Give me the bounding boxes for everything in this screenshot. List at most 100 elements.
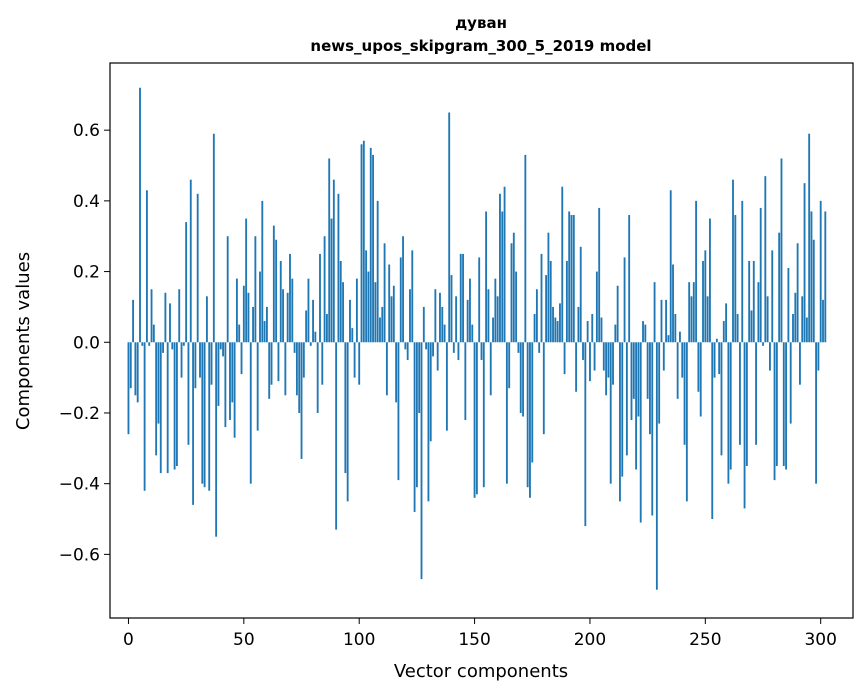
bar-191 (568, 211, 571, 343)
y-tick-label-0: −0.6 (59, 545, 100, 565)
bar-185 (554, 317, 557, 343)
bar-15 (162, 342, 164, 353)
bar-109 (379, 317, 381, 343)
bar-271 (752, 260, 755, 343)
bar-215 (623, 257, 626, 343)
bar-47 (235, 278, 238, 343)
bar-0 (127, 342, 130, 435)
bar-162 (501, 211, 504, 343)
bar-106 (372, 154, 374, 343)
bar-33 (203, 342, 206, 488)
bar-36 (210, 342, 213, 385)
bar-128 (422, 306, 425, 343)
bar-297 (812, 239, 815, 343)
bar-254 (713, 342, 716, 378)
bar-41 (222, 342, 224, 357)
bar-235 (669, 190, 672, 343)
bar-192 (570, 215, 573, 343)
bar-79 (309, 342, 312, 346)
bar-178 (538, 342, 541, 353)
bar-187 (559, 303, 561, 343)
bar-4 (136, 342, 139, 403)
bar-78 (307, 278, 310, 343)
bar-270 (750, 310, 753, 343)
bar-59 (263, 321, 266, 343)
bar-292 (801, 296, 804, 343)
bar-190 (565, 260, 568, 343)
bar-87 (328, 158, 331, 343)
bar-72 (293, 342, 296, 353)
bar-204 (598, 207, 601, 343)
bar-108 (376, 200, 379, 343)
x-tick-label-6: 300 (804, 630, 836, 650)
bar-105 (369, 147, 372, 343)
bar-21 (175, 342, 178, 466)
bar-291 (799, 342, 801, 385)
bar-151 (475, 342, 478, 495)
bar-290 (796, 243, 799, 343)
bar-18 (169, 303, 171, 343)
bar-179 (540, 253, 543, 343)
bar-238 (676, 342, 679, 399)
bar-127 (420, 342, 423, 580)
bar-223 (642, 321, 644, 343)
bar-181 (545, 275, 548, 343)
bar-70 (289, 253, 291, 343)
bar-12 (155, 342, 158, 456)
bar-52 (247, 292, 250, 343)
bar-277 (766, 296, 769, 343)
bar-30 (196, 193, 199, 343)
bar-273 (757, 282, 760, 343)
bar-120 (404, 342, 407, 350)
bar-296 (810, 211, 813, 343)
bar-196 (579, 246, 582, 343)
bar-210 (612, 342, 614, 385)
bar-268 (745, 342, 748, 466)
bar-194 (575, 342, 578, 392)
bar-90 (335, 342, 338, 530)
bar-37 (212, 133, 215, 343)
bar-300 (819, 200, 822, 343)
bar-135 (439, 292, 441, 343)
bar-155 (485, 211, 488, 343)
bar-148 (469, 278, 471, 343)
bar-212 (616, 285, 619, 343)
bar-174 (529, 342, 531, 498)
bar-286 (787, 268, 790, 343)
bar-13 (157, 342, 160, 424)
x-axis-ticks: 0 50 100 150 200 250 300 (123, 618, 837, 650)
bar-111 (383, 243, 386, 343)
bar-61 (268, 342, 271, 399)
bar-221 (637, 342, 640, 417)
bar-258 (722, 321, 725, 343)
bar-138 (445, 342, 448, 431)
bar-280 (773, 342, 776, 481)
bar-247 (697, 342, 700, 392)
bar-283 (780, 158, 783, 343)
bar-222 (639, 342, 642, 523)
bar-6 (141, 342, 144, 346)
bar-104 (367, 271, 370, 343)
bar-274 (759, 207, 762, 343)
bar-14 (159, 342, 162, 474)
bar-195 (577, 306, 580, 343)
bar-110 (381, 306, 384, 343)
x-tick-label-3: 150 (458, 630, 490, 650)
bar-103 (365, 250, 368, 343)
bar-133 (434, 289, 437, 343)
bar-243 (688, 282, 691, 343)
bar-207 (605, 342, 608, 396)
bar-56 (256, 342, 259, 431)
bar-278 (769, 342, 771, 371)
bar-3 (134, 342, 137, 396)
bar-149 (471, 324, 474, 343)
bar-29 (194, 342, 197, 389)
bar-16 (164, 292, 167, 343)
bar-240 (681, 342, 684, 378)
bar-227 (651, 342, 654, 516)
y-axis-label: Components values (13, 252, 34, 430)
bar-57 (259, 271, 261, 343)
bar-19 (171, 342, 174, 350)
bar-140 (450, 275, 453, 343)
bar-193 (572, 215, 575, 343)
